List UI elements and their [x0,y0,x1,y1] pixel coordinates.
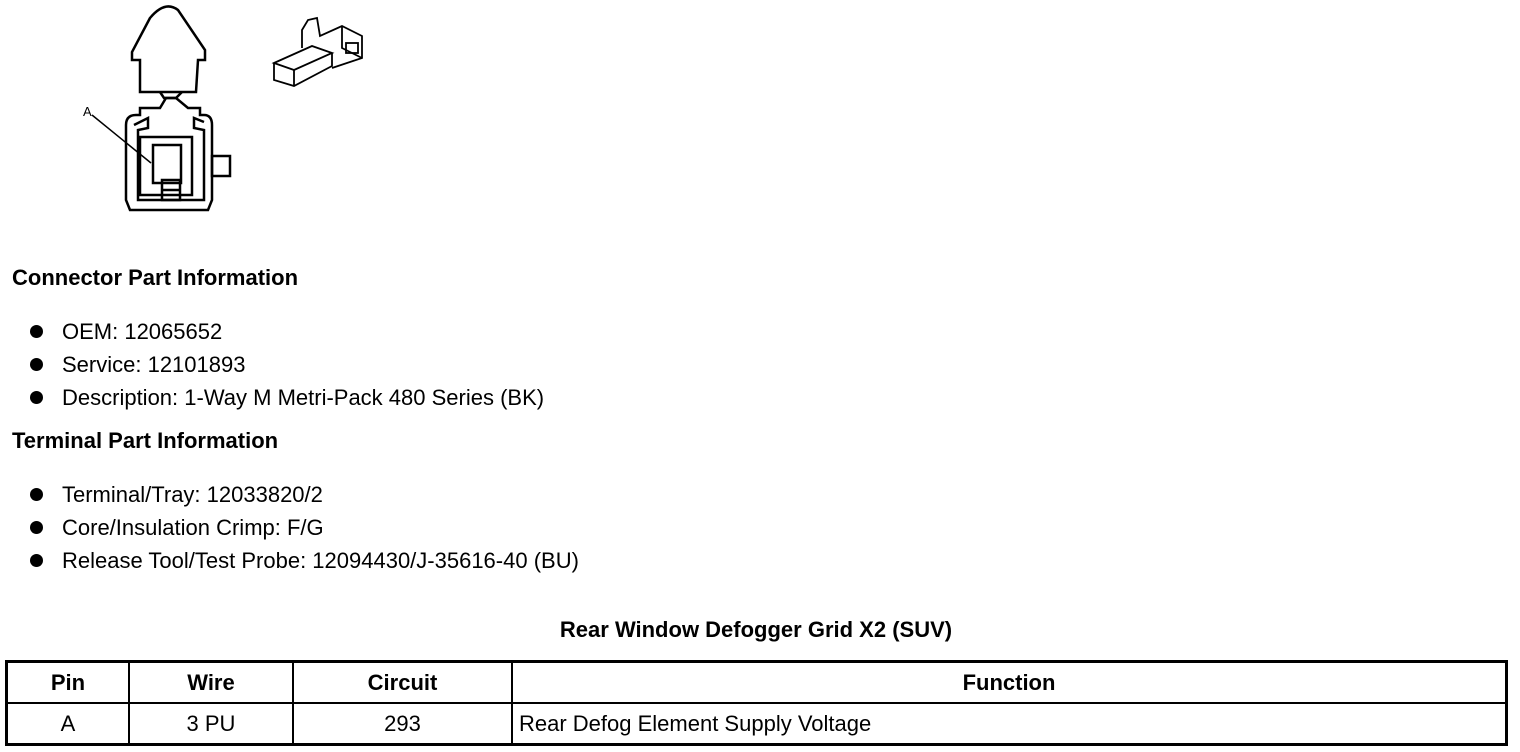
terminal-part-list: Terminal/Tray: 12033820/2 Core/Insulatio… [28,478,579,577]
connector-face-diagram [91,5,363,212]
list-item: Terminal/Tray: 12033820/2 [28,478,579,511]
table-header-row: Pin Wire Circuit Function [5,660,1508,704]
list-item: Release Tool/Test Probe: 12094430/J-3561… [28,544,579,577]
header-wire: Wire [128,660,294,704]
pinout-table: Pin Wire Circuit Function A 3 PU 293 Rea… [5,660,1508,746]
cell-wire: 3 PU [128,702,294,746]
list-item: Core/Insulation Crimp: F/G [28,511,579,544]
cell-function: Rear Defog Element Supply Voltage [511,702,1508,746]
terminal-part-heading: Terminal Part Information [12,428,279,453]
table-row: A 3 PU 293 Rear Defog Element Supply Vol… [5,702,1508,746]
list-item: Description: 1-Way M Metri-Pack 480 Seri… [28,381,544,414]
cell-circuit: 293 [292,702,513,746]
header-function: Function [511,660,1508,704]
table-title: Rear Window Defogger Grid X2 (SUV) [559,617,953,642]
callout-label-a: A [83,104,92,119]
connector-part-heading: Connector Part Information [12,265,299,290]
list-item: OEM: 12065652 [28,315,544,348]
cell-pin: A [5,702,130,746]
connector-part-list: OEM: 12065652 Service: 12101893 Descript… [28,315,544,414]
header-pin: Pin [5,660,130,704]
list-item: Service: 12101893 [28,348,544,381]
header-circuit: Circuit [292,660,513,704]
